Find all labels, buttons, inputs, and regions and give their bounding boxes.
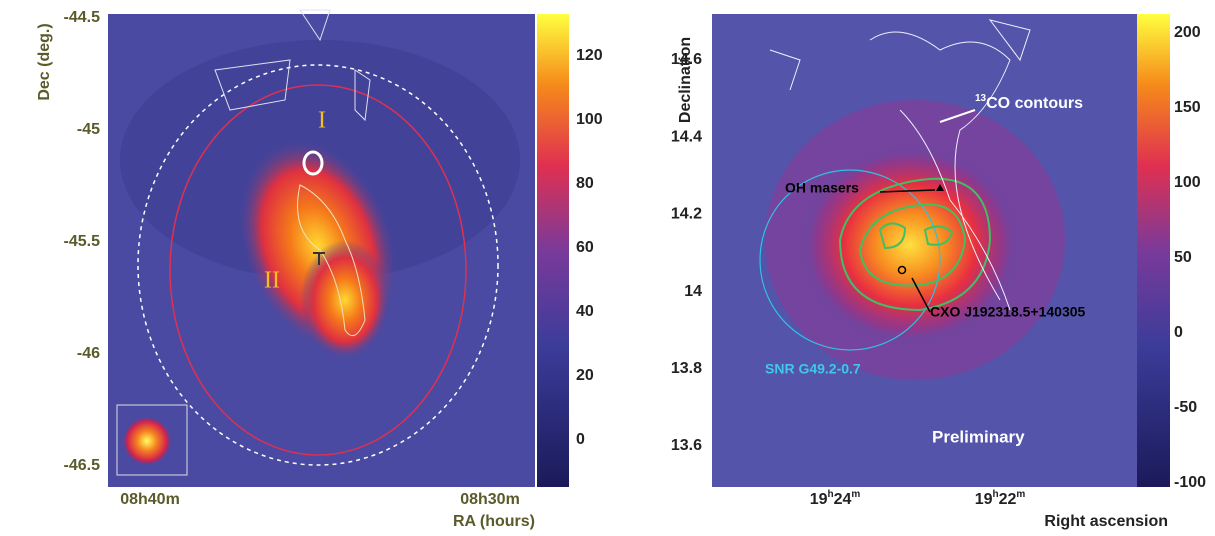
annotation: II — [264, 268, 280, 294]
annotation-part: 13 — [975, 93, 987, 104]
x-tick-label-part: 19 — [810, 491, 828, 508]
axis-label: Right ascension — [1044, 513, 1168, 530]
annotation: OH masers — [785, 180, 859, 196]
y-tick-label: -44.5 — [64, 9, 101, 26]
y-tick-label: 13.8 — [671, 360, 702, 377]
y-tick-label: -45 — [77, 121, 100, 138]
x-tick-label: 08h40m — [120, 491, 180, 508]
colorbar-tick-label: 200 — [1174, 24, 1201, 41]
annotation: 13CO contours — [975, 93, 1083, 112]
colorbar-tick-label: 60 — [576, 239, 594, 256]
colorbar-tick-label: 120 — [576, 47, 603, 64]
colorbar-tick-label: 150 — [1174, 99, 1201, 116]
x-tick-label: 08h30m — [460, 491, 520, 508]
y-tick-label: -46.5 — [64, 457, 101, 474]
colorbar-tick-label: 0 — [1174, 324, 1183, 341]
colorbar-tick-label: 100 — [1174, 174, 1201, 191]
colorbar — [537, 14, 569, 487]
colorbar-tick-label: 40 — [576, 303, 594, 320]
colorbar-tick-label: 20 — [576, 367, 594, 384]
axis-label: Declination — [677, 37, 694, 123]
x-tick-label-part: m — [1016, 489, 1025, 500]
axis-label: Dec (deg.) — [36, 23, 53, 100]
x-tick-label-part: 22 — [999, 491, 1017, 508]
annotation: I — [318, 108, 326, 134]
colorbar-tick-label: -50 — [1174, 399, 1197, 416]
figure: -44.5 -45 -45.5 -46 -46.5 08h40m 08h30m 120 100 8… — [0, 0, 1215, 536]
axis-label: RA (hours) — [453, 513, 535, 530]
colorbar-tick-label: 50 — [1174, 249, 1192, 266]
y-tick-label: -46 — [77, 345, 100, 362]
y-tick-label: 13.6 — [671, 437, 702, 454]
x-tick-label-part: 19 — [975, 491, 993, 508]
x-tick-label: 19h24m — [810, 489, 861, 508]
colorbar — [1137, 14, 1170, 487]
x-tick-label-part: 24 — [834, 491, 852, 508]
colorbar-tick-label: 80 — [576, 175, 594, 192]
annotation: SNR G49.2-0.7 — [765, 361, 861, 377]
annotation-part: CO contours — [986, 95, 1083, 112]
y-tick-label: 14.4 — [671, 128, 702, 145]
y-tick-label: -45.5 — [64, 233, 101, 250]
colorbar-tick-label: -100 — [1174, 474, 1206, 491]
colorbar-tick-label: 0 — [576, 431, 585, 448]
x-tick-label-part: m — [851, 489, 860, 500]
psf — [122, 416, 172, 466]
annotation: Preliminary — [932, 427, 1025, 446]
colorbar-tick-label: 100 — [576, 111, 603, 128]
emission — [300, 240, 390, 360]
y-tick-label: 14.2 — [671, 206, 702, 223]
annotation: CXO J192318.5+140305 — [930, 304, 1086, 320]
x-tick-label: 19h22m — [975, 489, 1026, 508]
y-tick-label: 14 — [684, 283, 702, 300]
